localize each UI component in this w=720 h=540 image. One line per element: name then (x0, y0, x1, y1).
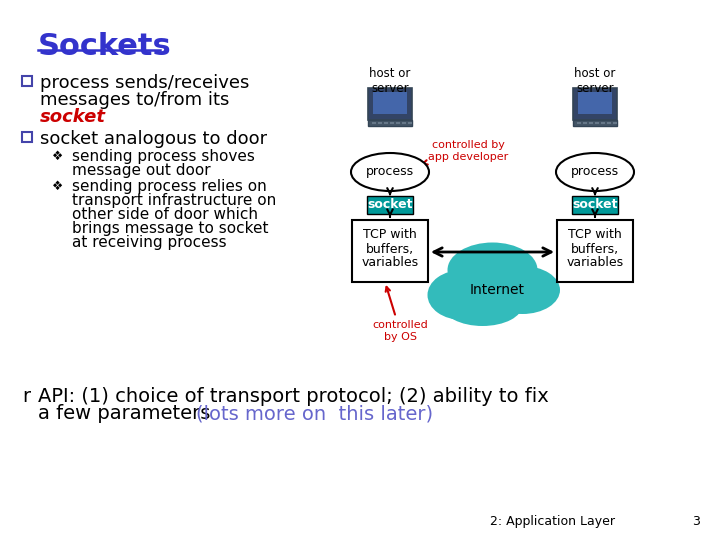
Text: (lots more on  this later): (lots more on this later) (196, 404, 433, 423)
Bar (368, 120, 412, 126)
Ellipse shape (428, 270, 498, 320)
Text: host or
server: host or server (369, 67, 410, 95)
FancyBboxPatch shape (573, 88, 617, 120)
Bar (613, 122, 617, 124)
Text: message out door: message out door (72, 163, 211, 178)
Text: variables: variables (361, 256, 418, 269)
Text: Sockets: Sockets (38, 32, 172, 61)
Text: r: r (22, 387, 30, 406)
Text: socket: socket (40, 108, 106, 126)
Bar (607, 122, 611, 124)
Text: process: process (571, 165, 619, 179)
Bar (601, 122, 605, 124)
Bar (572, 196, 618, 214)
Text: sending process shoves: sending process shoves (72, 149, 255, 164)
Bar (378, 122, 382, 124)
Bar (595, 122, 599, 124)
Bar (408, 122, 412, 124)
Text: buffers,: buffers, (571, 242, 619, 255)
Text: 2: Application Layer: 2: Application Layer (490, 515, 615, 528)
Bar (352, 220, 428, 282)
Bar (578, 92, 612, 114)
Text: brings message to socket: brings message to socket (72, 221, 269, 236)
Bar (573, 120, 617, 126)
Text: socket analogous to door: socket analogous to door (40, 130, 267, 148)
Text: API: (1) choice of transport protocol; (2) ability to fix: API: (1) choice of transport protocol; (… (38, 387, 549, 406)
Text: TCP with: TCP with (363, 228, 417, 241)
Bar (577, 122, 581, 124)
Text: Internet: Internet (470, 283, 525, 297)
Text: transport infrastructure on: transport infrastructure on (72, 193, 276, 208)
Text: ❖: ❖ (52, 150, 63, 163)
Text: other side of door which: other side of door which (72, 207, 258, 222)
Text: variables: variables (567, 256, 624, 269)
Text: buffers,: buffers, (366, 242, 414, 255)
Text: host or
server: host or server (575, 67, 616, 95)
Bar (367, 196, 413, 214)
Text: socket: socket (367, 199, 413, 212)
Bar (396, 122, 400, 124)
Text: socket: socket (572, 199, 618, 212)
Bar (390, 122, 394, 124)
Bar (372, 122, 376, 124)
Text: controlled by
app developer: controlled by app developer (422, 140, 508, 165)
Text: at receiving process: at receiving process (72, 235, 227, 250)
Ellipse shape (443, 284, 523, 326)
Ellipse shape (556, 153, 634, 191)
Text: TCP with: TCP with (568, 228, 622, 241)
Text: messages to/from its: messages to/from its (40, 91, 230, 109)
Bar (384, 122, 388, 124)
Bar (583, 122, 587, 124)
Ellipse shape (351, 153, 429, 191)
Ellipse shape (485, 266, 560, 314)
Bar (22, 132, 32, 142)
FancyBboxPatch shape (368, 88, 412, 120)
Bar (22, 76, 32, 86)
Bar (589, 122, 593, 124)
Text: sending process relies on: sending process relies on (72, 179, 266, 194)
Ellipse shape (448, 242, 538, 298)
Text: process sends/receives: process sends/receives (40, 74, 249, 92)
Text: process: process (366, 165, 414, 179)
Bar (373, 92, 407, 114)
Text: a few parameters: a few parameters (38, 404, 217, 423)
Bar (557, 220, 633, 282)
Text: controlled
by OS: controlled by OS (372, 287, 428, 342)
Text: ❖: ❖ (52, 180, 63, 193)
Bar (402, 122, 406, 124)
Text: 3: 3 (692, 515, 700, 528)
